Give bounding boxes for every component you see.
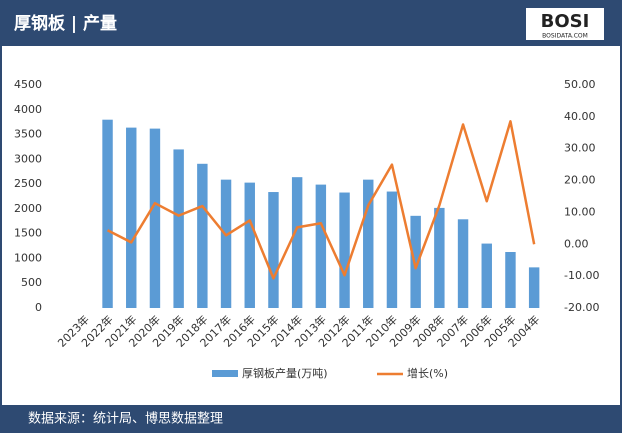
- y-tick-label: 1500: [14, 227, 42, 240]
- y2-tick-label: -10.00: [564, 269, 599, 282]
- bar: [457, 219, 469, 308]
- bar: [481, 243, 492, 308]
- logo-box: [526, 8, 604, 40]
- bar: [149, 128, 161, 308]
- y-tick-label: 3000: [14, 152, 42, 165]
- y2-tick-label: 50.00: [564, 78, 596, 91]
- bar: [197, 163, 208, 308]
- logo-sub: BOSIDATA.COM: [542, 33, 588, 40]
- header-bar: [0, 0, 622, 46]
- bar: [505, 252, 516, 308]
- y-tick-label: 0: [35, 301, 42, 314]
- y2-tick-label: 40.00: [564, 110, 596, 123]
- header-title: 厚钢板 | 产量: [14, 13, 117, 34]
- bar: [268, 192, 279, 308]
- logo: BOSI: [541, 11, 590, 32]
- bar: [434, 207, 445, 308]
- footer-source: 数据来源：统计局、博思数据整理: [28, 412, 223, 427]
- y2-tick-label: 30.00: [564, 142, 596, 155]
- bar: [244, 182, 255, 308]
- y-tick-label: 500: [21, 276, 42, 289]
- y2-tick-label: -20.00: [564, 301, 599, 314]
- bar: [386, 191, 398, 308]
- bar: [410, 215, 421, 308]
- bar: [126, 127, 137, 309]
- bar: [363, 179, 374, 308]
- bar: [528, 267, 540, 308]
- legend-label: 厚钢板产量(万吨): [242, 366, 328, 380]
- bar: [102, 119, 113, 308]
- y2-tick-label: 10.00: [564, 205, 596, 218]
- bar: [173, 149, 184, 308]
- bar: [315, 184, 327, 308]
- y-tick-label: 2500: [14, 177, 42, 190]
- y-tick-label: 2000: [14, 202, 42, 215]
- legend-label: 增长(%): [407, 366, 448, 380]
- y-tick-label: 4500: [14, 78, 42, 91]
- line: [106, 120, 536, 280]
- y-tick-label: 3500: [14, 128, 42, 141]
- bar: [291, 177, 303, 308]
- y2-tick-label: 20.00: [564, 174, 596, 187]
- y-tick-label: 1000: [14, 251, 42, 264]
- footer-bar: [0, 405, 622, 433]
- bar: [220, 179, 232, 308]
- y-tick-label: 4000: [14, 103, 42, 116]
- bar: [339, 192, 350, 308]
- y2-tick-label: 0.00: [564, 237, 589, 250]
- legend-swatch: [212, 370, 238, 377]
